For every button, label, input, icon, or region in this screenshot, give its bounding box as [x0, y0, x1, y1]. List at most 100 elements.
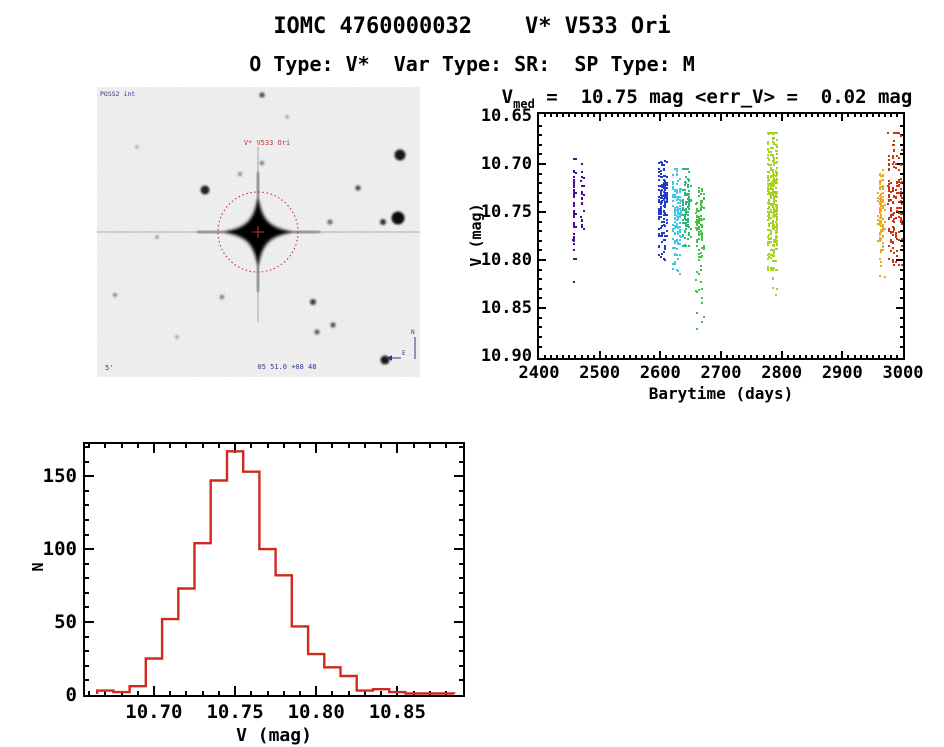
- scatter-point: [683, 222, 686, 224]
- scatter-point: [682, 213, 684, 216]
- scatter-point: [770, 211, 772, 214]
- scatter-point: [891, 214, 894, 216]
- scatter-point: [768, 228, 771, 231]
- scatter-point: [766, 142, 769, 145]
- scatter-point: [768, 201, 771, 204]
- scatter-point: [677, 210, 680, 213]
- scatter-point: [662, 183, 665, 186]
- scatter-point: [899, 216, 902, 219]
- scatter-point: [768, 198, 771, 201]
- scatter-point: [701, 233, 704, 236]
- scatter-point: [678, 243, 681, 246]
- scatter-point: [683, 167, 686, 170]
- scatter-point: [674, 210, 676, 213]
- scatter-point: [659, 189, 662, 192]
- scatter-point: [771, 137, 774, 140]
- y-tick: [900, 172, 903, 175]
- x-tick: [853, 355, 856, 358]
- scatter-point: [898, 192, 900, 195]
- scatter-point: [678, 190, 681, 193]
- scatter-point: [690, 184, 692, 187]
- scatter-point: [664, 239, 667, 242]
- scatter-point: [766, 148, 769, 151]
- x-tick: [817, 114, 820, 117]
- scatter-point: [773, 238, 776, 241]
- y-tick: [459, 445, 463, 448]
- x-tick: [396, 444, 399, 453]
- scatter-point: [773, 159, 776, 162]
- scatter-point: [771, 243, 774, 246]
- scatter-point: [699, 214, 702, 217]
- scatter-point: [688, 202, 691, 205]
- scatter-point: [893, 229, 896, 232]
- scatter-point: [899, 199, 902, 202]
- scatter-point: [880, 214, 883, 216]
- scatter-point: [776, 203, 779, 206]
- scatter-point: [877, 196, 880, 199]
- scatter-point: [701, 296, 704, 299]
- scatter-point: [675, 223, 678, 225]
- scatter-point: [894, 163, 897, 166]
- scatter-point: [682, 206, 684, 209]
- scatter-point: [890, 250, 892, 253]
- page-title: IOMC 4760000032 V* V533 Ori: [273, 14, 671, 39]
- scatter-point: [878, 216, 881, 219]
- scatter-point: [675, 198, 678, 201]
- scatter-point: [661, 162, 664, 165]
- scatter-point: [883, 221, 886, 224]
- scatter-point: [664, 203, 667, 206]
- scatter-point: [890, 231, 892, 234]
- target-crosshair: [252, 226, 264, 238]
- scatter-point: [688, 180, 691, 183]
- x-tick: [380, 444, 383, 448]
- scatter-point: [901, 237, 904, 240]
- x-tick: [185, 691, 188, 695]
- scatter-point: [771, 159, 774, 162]
- scatter-point: [675, 209, 678, 211]
- scatter-point: [771, 183, 774, 186]
- scatter-point: [658, 210, 660, 213]
- x-tick: [544, 355, 547, 358]
- scatter-point: [766, 185, 769, 188]
- scatter-point: [573, 242, 576, 245]
- scatter-point: [574, 158, 577, 161]
- scatter-point: [882, 195, 884, 198]
- scatter-point: [886, 132, 889, 135]
- scatter-point: [664, 191, 667, 194]
- y-tick: [85, 606, 89, 609]
- scatter-point: [574, 171, 577, 174]
- scatter-point: [696, 239, 699, 242]
- x-tick: [568, 355, 571, 358]
- scatter-point: [675, 254, 678, 257]
- scatter-point: [678, 238, 681, 241]
- scatter-point: [678, 229, 681, 232]
- scatter-point: [888, 168, 891, 171]
- x-tick: [217, 691, 220, 695]
- x-tick: [689, 355, 692, 358]
- x-tick: [88, 444, 91, 448]
- scatter-point: [699, 206, 702, 209]
- scatter-point: [771, 255, 774, 258]
- x-tick: [315, 686, 318, 695]
- scatter-point: [890, 191, 892, 194]
- scatter-point: [776, 244, 779, 247]
- scatter-point: [674, 262, 676, 265]
- scatter-point: [898, 157, 900, 160]
- scatter-point: [771, 153, 774, 156]
- scatter-point: [774, 169, 777, 172]
- histogram-plot-area: [83, 442, 465, 697]
- scatter-point: [771, 169, 774, 171]
- scatter-point: [658, 189, 660, 192]
- y-tick: [900, 124, 903, 127]
- scatter-point: [573, 192, 576, 195]
- scatter-point: [701, 238, 704, 241]
- scatter-point: [773, 176, 776, 179]
- x-tick: [380, 691, 383, 695]
- scatter-point: [571, 238, 574, 241]
- scatter-point: [702, 197, 705, 200]
- y-tick: [900, 143, 903, 146]
- scatter-point: [661, 197, 664, 200]
- scatter-point: [770, 233, 772, 235]
- scatter-point: [768, 242, 771, 245]
- scatter-point: [666, 184, 668, 187]
